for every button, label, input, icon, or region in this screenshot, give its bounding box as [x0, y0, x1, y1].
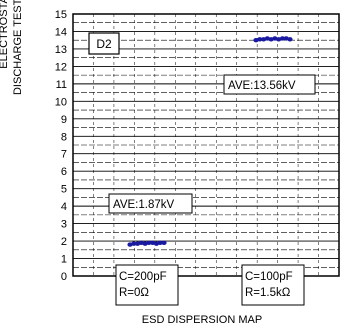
average-box — [108, 193, 193, 214]
condition-label: C=200pF — [119, 271, 167, 283]
data-point — [257, 37, 263, 42]
data-point — [161, 240, 167, 246]
y-tick-label: 9 — [61, 114, 67, 126]
x-axis-label: ESD DISPERSION MAP — [141, 314, 263, 326]
data-point — [131, 241, 137, 246]
average-label: AVE:1.87kV — [113, 199, 174, 211]
y-tick-label: 2 — [61, 236, 67, 248]
data-point — [287, 37, 293, 42]
y-tick-label: 12 — [55, 61, 67, 73]
plot-area — [72, 13, 340, 277]
y-tick-label: 3 — [61, 219, 67, 231]
condition-label: R=0Ω — [119, 287, 149, 299]
panel-label: D2 — [96, 37, 112, 51]
y-tick-label: 10 — [55, 96, 67, 108]
y-tick-label: 11 — [56, 79, 67, 91]
condition-label: R=1.5kΩ — [245, 287, 291, 299]
y-tick-label: 1 — [61, 254, 67, 266]
condition-label: C=100pF — [245, 271, 293, 283]
y-tick-label: 13 — [55, 44, 67, 56]
y-tick-label: 6 — [61, 166, 67, 178]
data-points — [127, 36, 293, 247]
average-box — [223, 74, 316, 95]
condition-box — [115, 264, 179, 306]
panel-label-box — [88, 32, 120, 55]
y-tick-label: 14 — [55, 26, 67, 38]
annotations: C=200pF R=0Ω C=100pF R=1.5kΩ AVE:1.87kV AVE:1… — [88, 32, 316, 306]
data-point — [279, 36, 286, 41]
y-tick-label: 15 — [55, 9, 67, 21]
average-label: AVE:13.56kV — [228, 80, 296, 92]
data-point — [146, 240, 152, 246]
y-tick-label: 7 — [61, 149, 67, 161]
data-point — [157, 240, 163, 246]
condition-box — [241, 264, 305, 306]
y-tick-label: 5 — [61, 184, 67, 196]
y-tick-label: 8 — [61, 131, 67, 143]
y-tick-label: 0 — [61, 271, 67, 283]
y-tick-label: 4 — [61, 201, 67, 213]
